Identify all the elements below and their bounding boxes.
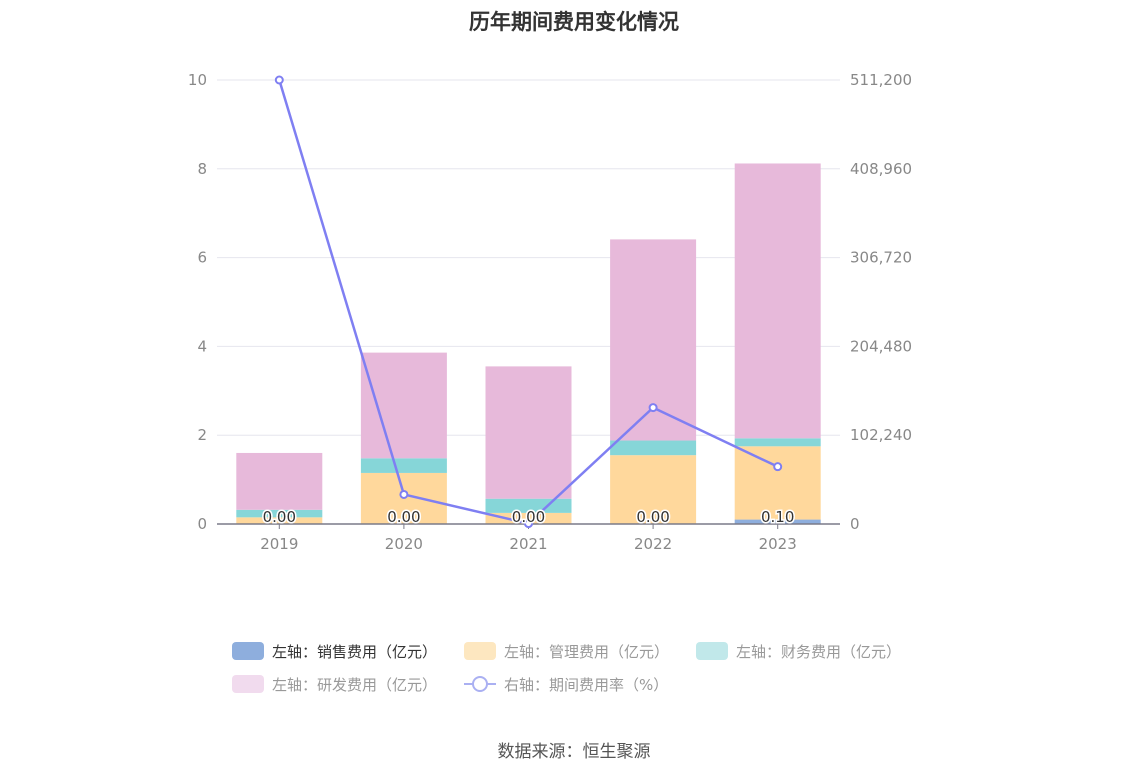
bar-segment-1 (734, 446, 821, 520)
bar-segment-2 (360, 458, 447, 473)
legend-item[interactable]: 右轴：期间费用率（%） (464, 673, 668, 695)
y-left-tick-label: 10 (188, 71, 207, 89)
rate-point (773, 462, 783, 472)
legend-item[interactable]: 左轴：销售费用（亿元） (232, 640, 437, 662)
legend-swatch (696, 642, 728, 660)
y-right-tick-label: 408,960 (850, 160, 912, 178)
y-left-tick-label: 2 (197, 426, 207, 444)
chart-title: 历年期间费用变化情况 (469, 10, 679, 34)
data-label: 0.10 (761, 508, 794, 526)
y-right-tick-label: 204,480 (850, 337, 912, 355)
legend-swatch (464, 675, 496, 693)
y-left-tick-label: 0 (197, 515, 207, 533)
bar-segment-3 (734, 163, 821, 439)
y-right-tick-label: 0 (850, 515, 860, 533)
rate-point (399, 489, 409, 499)
legend-item[interactable]: 左轴：研发费用（亿元） (232, 673, 437, 695)
legend-label: 左轴：管理费用（亿元） (504, 642, 670, 661)
bar-segment-2 (734, 438, 821, 447)
data-label: 0.00 (636, 508, 669, 526)
data-label: 0.00 (263, 508, 296, 526)
rate-point (648, 403, 658, 413)
bar-segment-1 (485, 512, 572, 524)
x-tick-label: 2023 (759, 535, 797, 553)
y-left-tick-label: 4 (197, 337, 207, 355)
bar-segment-1 (610, 455, 697, 524)
bar-segment-3 (236, 452, 323, 510)
legend-swatch (464, 642, 496, 660)
x-tick-label: 2019 (260, 535, 298, 553)
chart-canvas: 0 2 4 6 8 10 0 102,240 204,480 306,720 408,960 511,… (188, 71, 912, 553)
rate-point (524, 519, 533, 529)
bar-segment-2 (236, 509, 323, 518)
bar-segment-3 (360, 352, 447, 459)
x-tick-label: 2021 (509, 535, 547, 553)
y-right-tick-label: 306,720 (850, 249, 912, 267)
legend-item[interactable]: 左轴：财务费用（亿元） (696, 640, 901, 662)
data-source: 数据来源：恒生聚源 (497, 742, 651, 762)
legend-item[interactable]: 左轴：管理费用（亿元） (464, 640, 669, 662)
y-left-tick-label: 8 (197, 160, 207, 178)
bar-segment-3 (485, 366, 572, 499)
y-right-tick-label: 102,240 (850, 426, 912, 444)
y-left-tick-label: 6 (197, 249, 207, 267)
bar-segment-0 (734, 519, 821, 524)
data-label: 0.00 (387, 508, 420, 526)
legend-swatch (232, 675, 264, 693)
legend-label: 左轴：销售费用（亿元） (272, 642, 438, 661)
x-tick-label: 2022 (634, 535, 672, 553)
bar-segment-1 (236, 517, 323, 524)
legend-label: 右轴：期间费用率（%） (504, 675, 669, 694)
legend-label: 左轴：财务费用（亿元） (736, 642, 902, 661)
rate-point (274, 75, 284, 85)
x-tick-label: 2020 (385, 535, 423, 553)
legend-label: 左轴：研发费用（亿元） (272, 675, 438, 694)
legend-swatch (232, 642, 264, 660)
data-label: 0.00 (512, 508, 545, 526)
y-right-tick-label: 511,200 (850, 71, 912, 89)
bar-segment-2 (610, 440, 697, 456)
